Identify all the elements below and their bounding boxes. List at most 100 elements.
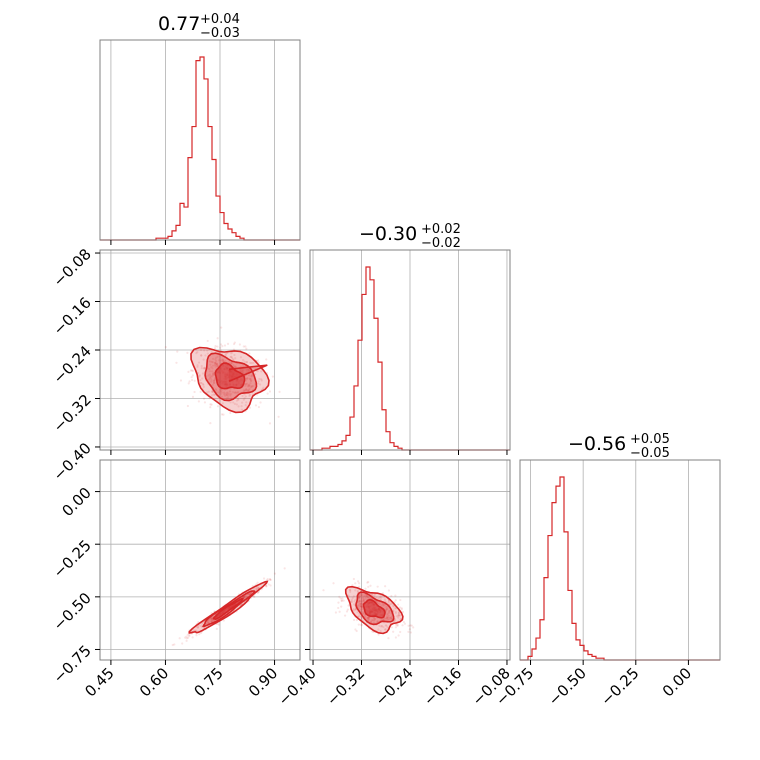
scatter-point — [219, 359, 223, 362]
scatter-point — [210, 378, 213, 381]
scatter-point — [365, 594, 369, 597]
scatter-point — [352, 618, 356, 622]
scatter-point — [389, 602, 392, 605]
scatter-point — [359, 602, 362, 605]
scatter-point — [210, 618, 213, 621]
scatter-point — [349, 590, 352, 593]
scatter-point — [237, 391, 240, 394]
scatter-point — [223, 391, 226, 394]
scatter-point — [245, 361, 248, 364]
scatter-point — [250, 385, 253, 388]
scatter-point — [203, 349, 206, 352]
scatter-point — [268, 578, 271, 581]
scatter-point — [397, 616, 400, 619]
scatter-point — [244, 404, 247, 407]
scatter-point — [354, 589, 357, 592]
scatter-point — [201, 372, 205, 375]
scatter-point — [364, 587, 367, 590]
scatter-point — [199, 390, 202, 393]
scatter-point — [213, 362, 217, 365]
scatter-point — [371, 619, 374, 622]
scatter-point — [197, 626, 200, 629]
scatter-point — [220, 413, 224, 416]
panel-0-2 — [171, 567, 286, 647]
scatter-point — [200, 382, 203, 385]
scatter-point — [219, 343, 223, 346]
scatter-point — [348, 588, 352, 592]
scatter-point — [370, 619, 373, 622]
scatter-point — [247, 385, 250, 388]
scatter-point — [246, 382, 249, 385]
x-tick-label: −0.32 — [323, 664, 368, 709]
scatter-point — [359, 602, 362, 606]
scatter-point — [387, 601, 390, 604]
scatter-point — [213, 347, 217, 350]
scatter-point — [358, 614, 361, 617]
scatter-point — [219, 349, 223, 352]
scatter-point — [386, 607, 389, 610]
scatter-point — [208, 367, 211, 371]
scatter-point — [229, 401, 232, 404]
scatter-point — [191, 395, 195, 398]
scatter-point — [252, 384, 255, 388]
scatter-point — [401, 624, 404, 627]
scatter-point — [206, 352, 209, 355]
scatter-point — [386, 612, 389, 615]
scatter-point — [199, 379, 202, 382]
scatter-point — [248, 394, 251, 397]
scatter-point — [350, 600, 353, 603]
scatter-point — [359, 615, 362, 618]
scatter-point — [230, 361, 233, 364]
scatter-point — [229, 393, 232, 396]
contour-level-2 — [214, 362, 246, 390]
scatter-point — [385, 624, 388, 627]
scatter-point — [207, 378, 211, 381]
scatter-point — [213, 378, 216, 382]
scatter-point — [367, 596, 370, 599]
scatter-point — [236, 391, 239, 394]
scatter-point — [224, 360, 227, 363]
scatter-point — [268, 390, 272, 393]
scatter-point — [392, 604, 395, 607]
scatter-point — [211, 390, 214, 393]
scatter-point — [223, 392, 226, 395]
scatter-point — [393, 619, 396, 622]
scatter-point — [210, 366, 213, 369]
scatter-point — [203, 366, 206, 369]
scatter-point — [260, 378, 263, 381]
scatter-point — [242, 389, 245, 392]
scatter-point — [185, 637, 188, 640]
scatter-point — [213, 364, 216, 367]
scatter-point — [211, 367, 214, 370]
scatter-point — [198, 374, 201, 377]
scatter-point — [229, 390, 232, 393]
scatter-point — [207, 620, 210, 623]
title-minus-1: −0.02 — [421, 236, 461, 251]
scatter-point — [390, 594, 393, 598]
scatter-point — [373, 594, 376, 597]
scatter-point — [241, 369, 244, 372]
scatter-point — [389, 616, 392, 619]
scatter-point — [365, 594, 369, 597]
y-tick-label: −0.25 — [50, 536, 95, 581]
scatter-point — [223, 344, 227, 347]
scatter-point — [237, 405, 240, 408]
scatter-point — [382, 603, 385, 607]
scatter-point — [382, 625, 385, 629]
scatter-point — [364, 614, 367, 617]
scatter-point — [384, 585, 387, 588]
scatter-point — [360, 623, 363, 626]
scatter-point — [387, 618, 390, 621]
scatter-point — [387, 589, 390, 592]
scatter-point — [195, 352, 198, 355]
scatter-point — [216, 362, 219, 366]
scatter-point — [215, 389, 218, 392]
scatter-point — [360, 606, 363, 609]
y-tick-label: −0.08 — [50, 245, 95, 290]
scatter-point — [199, 381, 202, 385]
scatter-point — [245, 388, 248, 391]
scatter-point — [361, 593, 364, 597]
scatter-point — [357, 603, 360, 607]
scatter-point — [226, 342, 230, 345]
scatter-point — [230, 355, 233, 358]
